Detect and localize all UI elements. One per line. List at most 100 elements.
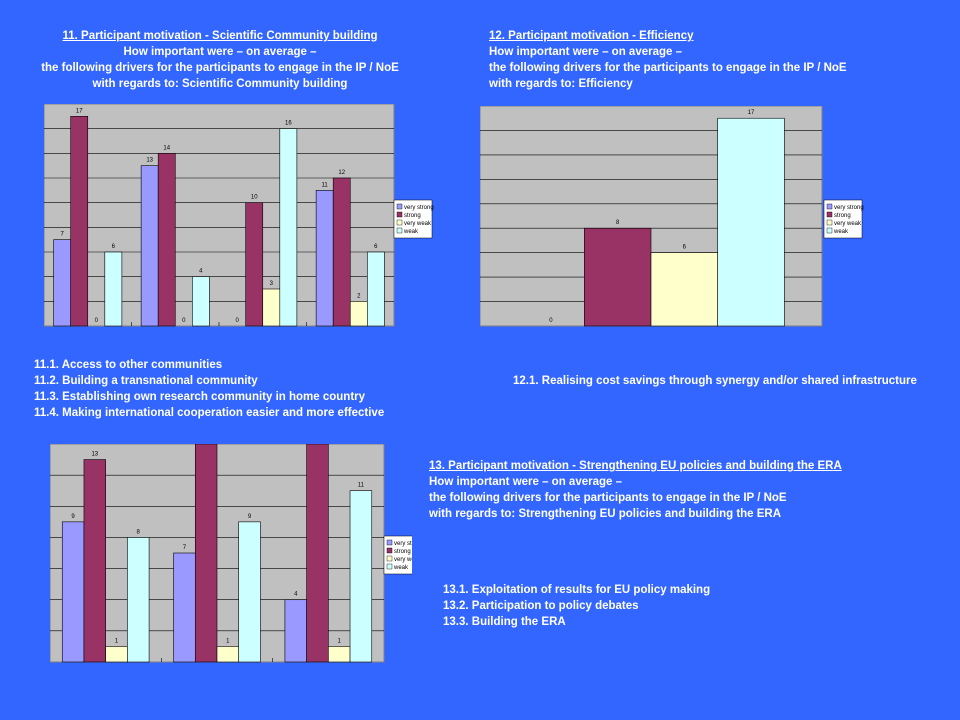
bar-strong [157, 153, 176, 327]
data-label: 6 [683, 245, 687, 251]
chart12-subtitle-3: with regards to: Efficiency [489, 78, 633, 90]
chart11-subtitle-3: with regards to: Scientific Community bu… [92, 78, 348, 90]
legend-swatch [826, 203, 833, 210]
chart13-subtitle-2: the following drivers for the participan… [429, 492, 787, 504]
chart12-bar-chart: 0 8 6 17 very strong strong very weak weak [480, 106, 864, 327]
chart12-subtitle-1: How important were – on average – [489, 46, 683, 58]
chart13-header: 13. Participant motivation - Strengtheni… [429, 458, 842, 522]
chart12-header: 12. Participant motivation - Efficiency … [489, 28, 847, 92]
bar-very-strong [61, 521, 85, 663]
legend-entry: weak [393, 565, 409, 571]
data-label: 1 [338, 638, 342, 644]
chart11-bar-chart: 7 13 0 11 17 14 10 12 0 0 3 2 6 4 16 6 very strong strong… [44, 104, 434, 327]
data-label: 13 [91, 452, 98, 458]
chart11-header: 11. Participant motivation - Scientific … [20, 28, 420, 92]
legend-entry: weak [403, 229, 419, 235]
legend-swatch [396, 219, 403, 226]
data-label: 1 [115, 638, 119, 644]
data-label: 6 [374, 244, 378, 250]
chart13-subtitle-3: with regards to: Strengthening EU polici… [429, 508, 782, 520]
chart12-title: 12. Participant motivation - Efficiency [489, 30, 694, 42]
bar-weak [238, 521, 261, 663]
bar-weak [717, 117, 785, 327]
chart12-item-1: 12.1. Realising cost savings through syn… [513, 375, 917, 387]
data-label: 4 [199, 269, 203, 275]
legend-entry: strong [394, 549, 411, 555]
chart13-title: 13. Participant motivation - Strengtheni… [429, 460, 842, 472]
legend-entry: very strong [404, 205, 434, 211]
chart11-item-list: 11.1. Access to other communities 11.2. … [34, 357, 384, 421]
data-label: 6 [112, 244, 116, 250]
legend-entry: very strong [834, 205, 864, 211]
bar-weak [127, 537, 150, 663]
data-label: 17 [76, 108, 83, 114]
data-label: 9 [71, 514, 75, 520]
bar-very-weak [216, 646, 240, 663]
data-label: 8 [137, 529, 141, 535]
data-label: 1 [226, 638, 230, 644]
chart13-item-3: 13.3. Building the ERA [443, 616, 566, 628]
chart11-title: 11. Participant motivation - Scientific … [62, 30, 378, 42]
chart13-item-2: 13.2. Participation to policy debates [443, 600, 639, 612]
legend-entry: very strong [394, 541, 412, 547]
bar-very-weak [105, 646, 128, 663]
legend-swatch [386, 539, 393, 546]
data-label: 16 [285, 121, 292, 127]
bar-very-weak [262, 288, 281, 327]
data-label: 8 [616, 220, 620, 226]
data-label: 3 [270, 281, 274, 287]
data-label: 7 [183, 545, 187, 551]
data-label: 17 [748, 110, 755, 116]
bar-weak [104, 251, 123, 327]
bar-strong [194, 444, 218, 663]
data-label: 14 [163, 145, 170, 151]
chart11-item-4: 11.4. Making international cooperation e… [34, 407, 385, 419]
legend-swatch [396, 227, 403, 234]
bar-weak [367, 251, 385, 327]
chart11-item-3: 11.3. Establishing own research communit… [34, 391, 366, 403]
data-label: 0 [95, 318, 99, 324]
data-label: 11 [322, 182, 329, 188]
chart13-subtitle-1: How important were – on average – [429, 476, 623, 488]
data-label: 11 [358, 483, 365, 489]
data-label: 7 [60, 232, 64, 238]
legend-swatch [386, 547, 393, 554]
legend-entry: very weak [394, 557, 412, 563]
bar-strong [245, 202, 264, 327]
bar-very-weak [328, 646, 351, 663]
data-label: 4 [294, 592, 298, 598]
chart13-item-list: 13.1. Exploitation of results for EU pol… [443, 582, 710, 630]
bar-strong [332, 177, 351, 327]
bar-very-strong [140, 165, 159, 327]
legend-entry: strong [834, 213, 851, 219]
legend-swatch [396, 203, 403, 210]
data-label: 9 [248, 514, 252, 520]
bar-very-strong [315, 190, 334, 327]
bar-weak [192, 276, 210, 327]
legend-swatch [826, 211, 833, 218]
legend-swatch [386, 555, 393, 562]
data-label: 10 [251, 195, 258, 201]
legend-swatch [826, 219, 833, 226]
chart11-item-2: 11.2. Building a transnational community [34, 375, 258, 387]
chart11-subtitle-2: the following drivers for the participan… [41, 62, 399, 74]
bar-strong [306, 444, 329, 663]
bar-weak [349, 490, 373, 663]
data-label: 2 [357, 293, 361, 299]
data-label: 0 [182, 318, 186, 324]
bar-strong [584, 227, 652, 327]
data-label: 0 [549, 318, 553, 324]
chart12-item-list: 12.1. Realising cost savings through syn… [513, 373, 917, 389]
data-label: 12 [338, 170, 345, 176]
chart12-subtitle-2: the following drivers for the participan… [489, 62, 847, 74]
chart13-item-1: 13.1. Exploitation of results for EU pol… [443, 584, 711, 596]
bar-very-strong [173, 552, 196, 663]
bar-very-weak [349, 301, 368, 327]
bar-very-weak [650, 252, 718, 327]
bar-weak [279, 128, 298, 327]
bar-very-strong [53, 239, 71, 327]
chart11-item-1: 11.1. Access to other communities [34, 359, 223, 371]
legend-entry: strong [404, 213, 421, 219]
chart11-subtitle-1: How important were – on average – [123, 46, 317, 58]
